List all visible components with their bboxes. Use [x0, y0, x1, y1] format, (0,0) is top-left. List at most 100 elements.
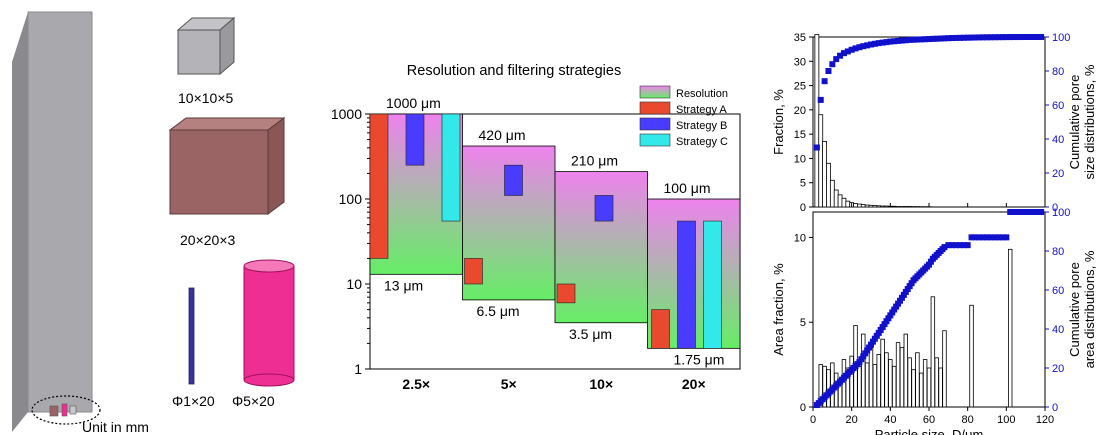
- cumulative-point: [879, 39, 886, 46]
- cumulative-point: [964, 242, 971, 249]
- left-y-tick-label: 0: [800, 202, 806, 214]
- left-y-tick-label: 25: [794, 81, 806, 93]
- sample-label-cube: 10×10×5: [178, 90, 233, 106]
- histogram-bar: [926, 367, 932, 408]
- histogram-bar: [826, 162, 831, 208]
- cumulative-point: [829, 61, 836, 68]
- cumulative-point: [1014, 209, 1021, 215]
- histogram-bar: [1008, 248, 1013, 408]
- histogram-bar: [969, 304, 974, 408]
- strategy-bar: [464, 258, 483, 285]
- cumulative-point: [995, 234, 1002, 241]
- resolution-min-label: 6.5 μm: [477, 303, 520, 319]
- cube-specimen: 10×10×5: [176, 16, 236, 106]
- cumulative-point: [1026, 209, 1033, 215]
- right-y-tick-label: 40: [1052, 324, 1064, 336]
- cumulative-point: [941, 35, 948, 42]
- left-axis-label: Area fraction, %: [771, 263, 786, 356]
- x-tick-label: 20×: [682, 376, 706, 392]
- cumulative-point: [949, 35, 956, 42]
- cumulative-point: [1030, 34, 1037, 40]
- cumulative-point: [875, 40, 882, 47]
- strategy-bar: [651, 309, 670, 349]
- cumulative-point: [817, 96, 824, 103]
- cumulative-point: [1011, 209, 1018, 215]
- unit-note: Unit in mm: [82, 419, 149, 435]
- cumulative-point: [945, 35, 952, 42]
- cumulative-point: [953, 242, 960, 249]
- resolution-min-label: 1.75 μm: [674, 351, 725, 367]
- cumulative-point: [941, 244, 948, 251]
- cumulative-point: [929, 35, 936, 42]
- sample-label-plate: 20×20×3: [180, 232, 235, 248]
- histogram-bar: [876, 354, 881, 408]
- cumulative-point: [840, 50, 847, 57]
- histogram-bar: [814, 34, 820, 208]
- cumulative-point: [833, 56, 840, 63]
- chart-title: Resolution and filtering strategies: [407, 63, 621, 79]
- histogram-bar: [868, 204, 874, 208]
- legend-label: Strategy C: [676, 136, 728, 148]
- cumulative-point: [1022, 209, 1029, 215]
- x-tick-label: 40: [884, 414, 896, 426]
- histogram-bar: [888, 359, 893, 408]
- histogram-bar: [880, 205, 885, 208]
- left-y-tick-label: 0: [800, 402, 806, 414]
- left-y-tick-label: 5: [800, 317, 806, 329]
- histogram-bar: [872, 364, 878, 408]
- histogram-bar: [861, 333, 866, 408]
- histogram-bar: [942, 330, 947, 408]
- legend-label: Resolution: [676, 88, 728, 100]
- cumulative-point: [972, 34, 979, 41]
- histogram-bar: [857, 203, 862, 208]
- y-tick-label: 1: [354, 361, 362, 377]
- cumulative-point: [926, 36, 932, 43]
- histogram-bar: [818, 114, 824, 208]
- histogram-bar: [895, 342, 901, 408]
- cumulative-point: [980, 34, 987, 41]
- cumulative-point: [949, 242, 956, 249]
- x-tick-label: 0: [810, 414, 816, 426]
- right-axis-label-line2: size distributions, %: [1082, 64, 1097, 179]
- histogram-bar: [880, 338, 885, 408]
- histogram-bar: [841, 197, 847, 208]
- left-axis-label: Fraction, %: [771, 89, 786, 155]
- y-tick-label: 10: [346, 276, 362, 292]
- sample-geometry-panel: 10×10×5 20×20×3 Φ1×20 Φ5×20 Unit in mm: [12, 11, 295, 435]
- cumulative-point: [937, 35, 944, 42]
- histogram-bar: [837, 194, 843, 208]
- cumulative-point: [933, 35, 940, 42]
- cumulative-point: [1007, 209, 1014, 215]
- cumulative-point: [1003, 234, 1010, 241]
- right-y-tick-label: 80: [1052, 246, 1064, 258]
- cumulative-point: [995, 34, 1002, 41]
- sample-label-thin-rod: Φ1×20: [172, 393, 215, 409]
- x-tick-label: 120: [1036, 414, 1054, 426]
- sample-label-cylinder: Φ5×20: [232, 393, 275, 409]
- cylinder-specimen: Φ5×20: [232, 259, 295, 409]
- histogram-bar: [891, 205, 897, 208]
- cumulative-point: [887, 38, 894, 45]
- tall-plate-specimen: [12, 11, 101, 432]
- left-y-tick-label: 20: [794, 105, 806, 117]
- x-tick-label: 10×: [589, 376, 613, 392]
- cumulative-point: [1011, 34, 1018, 41]
- cumulative-point: [868, 41, 874, 48]
- x-tick-label: 5×: [501, 376, 517, 392]
- histogram-bar: [833, 189, 839, 208]
- cumulative-point: [987, 234, 994, 241]
- cumulative-point: [844, 48, 851, 55]
- resolution-max-label: 210 μm: [571, 153, 618, 169]
- strategy-bar: [369, 113, 389, 259]
- cumulative-point: [864, 42, 871, 49]
- cumulative-point: [1034, 34, 1041, 40]
- cumulative-point: [984, 34, 990, 41]
- cumulative-point: [891, 38, 898, 45]
- x-tick-label: 80: [962, 414, 974, 426]
- cumulative-point: [976, 34, 983, 41]
- histogram-bar: [853, 203, 858, 208]
- cumulative-point: [968, 34, 975, 41]
- left-y-tick-label: 35: [794, 32, 806, 44]
- resolution-max-label: 420 μm: [479, 127, 526, 143]
- cumulative-point: [1038, 209, 1045, 215]
